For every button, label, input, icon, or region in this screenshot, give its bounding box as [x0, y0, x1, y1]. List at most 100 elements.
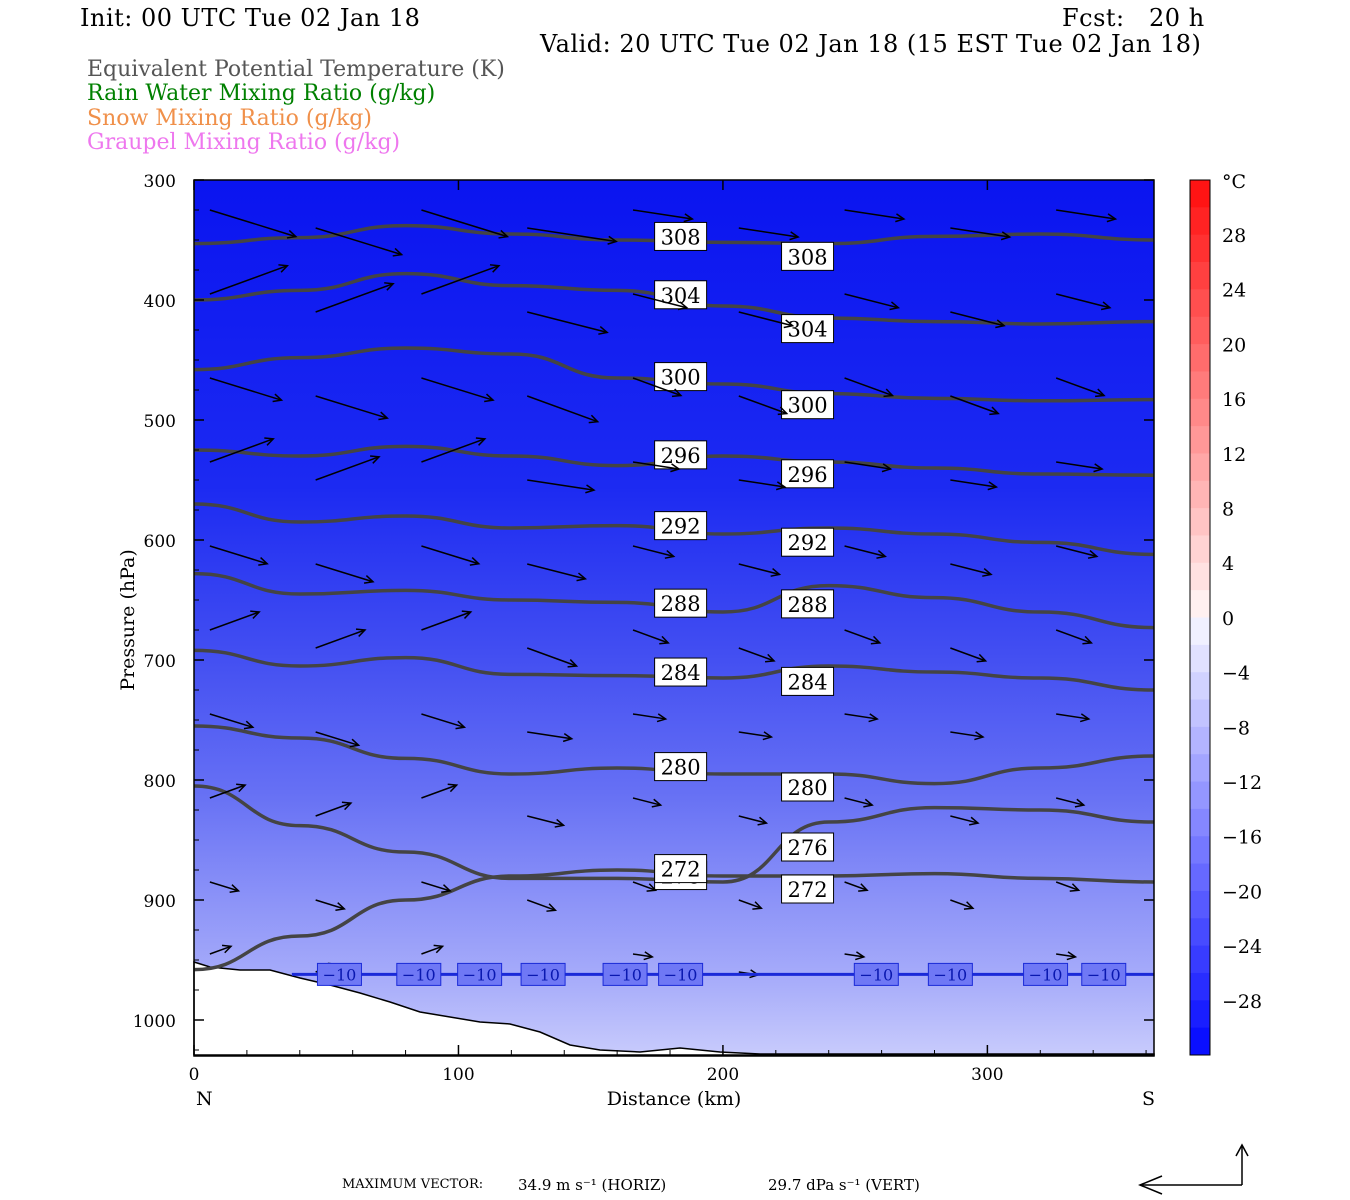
- colorbar-segment: [1190, 699, 1210, 728]
- wind-vector: [421, 944, 445, 955]
- wind-vector: [527, 731, 574, 743]
- contour-label: 292: [661, 515, 701, 539]
- contour-label: 280: [788, 776, 828, 800]
- wind-vector: [844, 797, 874, 808]
- wind-vector: [421, 437, 487, 463]
- x-tick-label: 100: [442, 1065, 474, 1085]
- wind-vector: [209, 944, 233, 955]
- colorbar-segment: [1190, 426, 1210, 454]
- colorbar-segment: [1190, 480, 1210, 509]
- wind-vector: [527, 311, 609, 335]
- contour-label-box: [654, 221, 708, 251]
- colorbar-segment: [1190, 808, 1210, 837]
- y-tick-label: 300: [144, 172, 176, 192]
- temperature-label-box: [1023, 962, 1069, 986]
- wind-vector: [209, 437, 275, 463]
- y-tick-label: 700: [144, 652, 176, 672]
- legend-theta-e: Equivalent Potential Temperature (K): [87, 57, 505, 82]
- wind-vector: [421, 264, 501, 295]
- contour-label-box: [781, 666, 835, 696]
- legend-graupel: Graupel Mixing Ratio (g/kg): [87, 130, 401, 155]
- wind-vector: [315, 227, 404, 257]
- wind-vector: [738, 227, 800, 241]
- colorbar-label: 28: [1222, 225, 1246, 247]
- colorbar-segment: [1190, 289, 1210, 318]
- wind-vector: [1055, 545, 1099, 559]
- colorbar-segment: [1190, 316, 1210, 345]
- wind-vector: [738, 647, 776, 663]
- wind-vector: [315, 731, 361, 748]
- wind-vector: [632, 377, 683, 398]
- contour-label-box: [654, 588, 708, 618]
- temperature-label: −10: [664, 965, 698, 984]
- wind-vector: [527, 815, 566, 828]
- temperature-label-box: [316, 962, 362, 986]
- colorbar-segment: [1190, 644, 1210, 673]
- colorbar-segment: [1190, 726, 1210, 755]
- wind-vector: [421, 881, 452, 893]
- colorbar-segment: [1190, 398, 1210, 427]
- wind-vector: [527, 563, 588, 582]
- colorbar-label: 24: [1222, 280, 1246, 302]
- wind-vector: [950, 731, 985, 741]
- plot-frame: [193, 179, 1155, 1056]
- temperature-label: −10: [402, 965, 436, 984]
- y-tick-label: 600: [144, 532, 176, 552]
- wind-vector: [632, 881, 658, 892]
- colorbar-label: 20: [1222, 334, 1246, 356]
- wind-vector: [844, 377, 895, 398]
- contour-label-box: [781, 241, 835, 271]
- colorbar-segment: [1190, 508, 1210, 536]
- wind-vector: [315, 563, 375, 584]
- contour-label-box: [781, 459, 835, 489]
- colorbar-segment: [1190, 1000, 1210, 1029]
- wind-vector: [315, 801, 353, 817]
- wind-vector: [315, 628, 367, 649]
- contour-label: 272: [661, 858, 701, 882]
- contour-label: 280: [661, 756, 701, 780]
- wind-vector: [738, 899, 763, 910]
- wind-vector: [632, 545, 676, 559]
- axes: 300 400 500 600 700 800 900 1000 0 100 200 300: [133, 172, 1154, 1085]
- wind-vector: [526, 395, 600, 424]
- contour-label-box: [781, 832, 835, 862]
- contour-label-box: [781, 772, 835, 802]
- wind-vector: [315, 899, 346, 911]
- colorbar-segment: [1190, 617, 1210, 646]
- north-label: N: [196, 1088, 213, 1110]
- wind-vector: [950, 311, 1006, 329]
- wind-vector: [632, 951, 654, 961]
- wind-vector: [950, 395, 1000, 416]
- x-axis-title: Distance (km): [607, 1088, 742, 1110]
- contour-label: 296: [788, 463, 828, 487]
- y-tick-label: 500: [144, 412, 176, 432]
- reference-vector-icon: [1138, 1143, 1249, 1195]
- temperature-label-box: [457, 962, 503, 986]
- wind-vector: [632, 797, 663, 808]
- temperature-label: −10: [608, 965, 642, 984]
- legend-rain-water: Rain Water Mixing Ratio (g/kg): [87, 81, 436, 106]
- contour-label: 292: [788, 531, 828, 555]
- contour-label: 288: [788, 593, 828, 617]
- colorbar-segment: [1190, 836, 1210, 865]
- contour-label-box: [781, 589, 835, 619]
- wind-vector: [1055, 797, 1086, 808]
- temperature-label-box: [658, 962, 704, 986]
- wind-vector: [632, 713, 668, 723]
- wind-vector: [950, 647, 988, 663]
- y-axis-title: Pressure (hPa): [117, 549, 139, 691]
- colorbar-segment: [1190, 945, 1210, 974]
- colorbar-segment: [1190, 1027, 1210, 1056]
- terrain: [193, 960, 1155, 1057]
- colorbar-segment: [1190, 344, 1210, 372]
- colorbar-label: −16: [1222, 827, 1262, 849]
- wind-vector: [632, 293, 689, 311]
- wind-vector: [1056, 713, 1091, 723]
- contour-label-box: [781, 874, 835, 904]
- wind-vector: [421, 783, 459, 799]
- y-tick-label: 800: [144, 772, 176, 792]
- contour-label: 296: [661, 444, 701, 468]
- colorbar-segment: [1190, 180, 1210, 208]
- temperature-label: −10: [1029, 965, 1063, 984]
